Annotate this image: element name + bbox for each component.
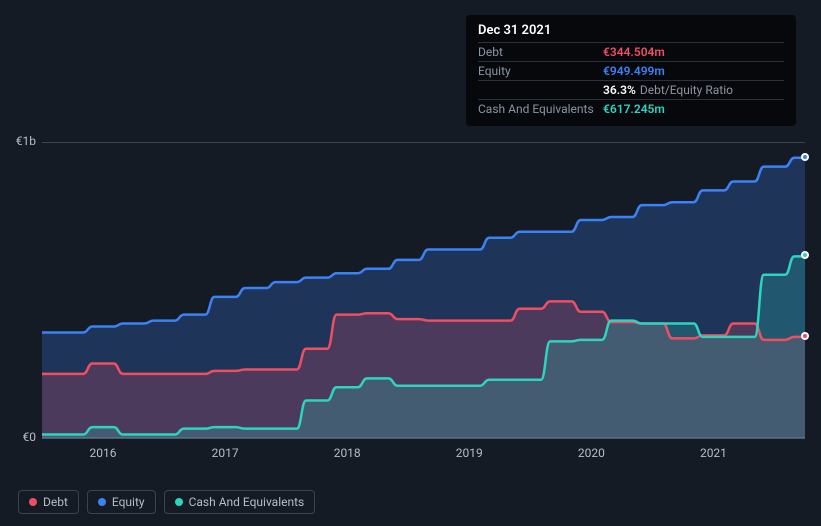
tooltip-row-label: Cash And Equivalents xyxy=(478,102,603,116)
tooltip-row-value: €949.499m xyxy=(603,64,665,78)
tooltip-row: Equity€949.499m xyxy=(478,61,784,80)
tooltip-row: Debt€344.504m xyxy=(478,42,784,61)
tooltip-row-label: Debt xyxy=(478,45,603,59)
x-axis-tick: 2017 xyxy=(212,446,239,460)
tooltip-row-value: €617.245m xyxy=(603,102,665,116)
tooltip-row-label: Equity xyxy=(478,64,603,78)
chart-tooltip: Dec 31 2021 Debt€344.504mEquity€949.499m… xyxy=(466,15,796,126)
tooltip-row: Cash And Equivalents€617.245m xyxy=(478,99,784,118)
chart-svg xyxy=(42,143,805,439)
x-axis-tick: 2016 xyxy=(90,446,117,460)
y-axis-tick: €1b xyxy=(0,134,36,148)
legend-dot-icon xyxy=(29,498,37,506)
legend-dot-icon xyxy=(98,498,106,506)
series-end-marker xyxy=(801,251,809,259)
series-end-marker xyxy=(801,332,809,340)
legend-label: Equity xyxy=(112,495,145,509)
chart-legend: Debt Equity Cash And Equivalents xyxy=(18,490,315,514)
legend-dot-icon xyxy=(175,498,183,506)
series-end-marker xyxy=(801,153,809,161)
tooltip-row-label xyxy=(478,83,603,97)
tooltip-row-suffix: Debt/Equity Ratio xyxy=(640,83,733,97)
legend-label: Cash And Equivalents xyxy=(189,495,305,509)
x-axis-tick: 2020 xyxy=(578,446,605,460)
legend-item[interactable]: Equity xyxy=(87,490,156,514)
tooltip-row-value: €344.504m xyxy=(603,45,665,59)
tooltip-row-value: 36.3%Debt/Equity Ratio xyxy=(603,83,733,97)
legend-item[interactable]: Debt xyxy=(18,490,79,514)
financial-chart: €0 €1b 2016 2017 2018 2019 2020 2021 Dec 31 20… xyxy=(0,0,821,526)
x-axis-tick: 2018 xyxy=(334,446,361,460)
tooltip-date: Dec 31 2021 xyxy=(478,23,784,42)
y-axis-tick: €0 xyxy=(0,430,36,444)
x-axis-tick: 2019 xyxy=(456,446,483,460)
x-axis-tick: 2021 xyxy=(700,446,727,460)
plot-area[interactable] xyxy=(42,142,805,438)
legend-item[interactable]: Cash And Equivalents xyxy=(164,490,316,514)
tooltip-row: 36.3%Debt/Equity Ratio xyxy=(478,80,784,99)
legend-label: Debt xyxy=(43,495,68,509)
